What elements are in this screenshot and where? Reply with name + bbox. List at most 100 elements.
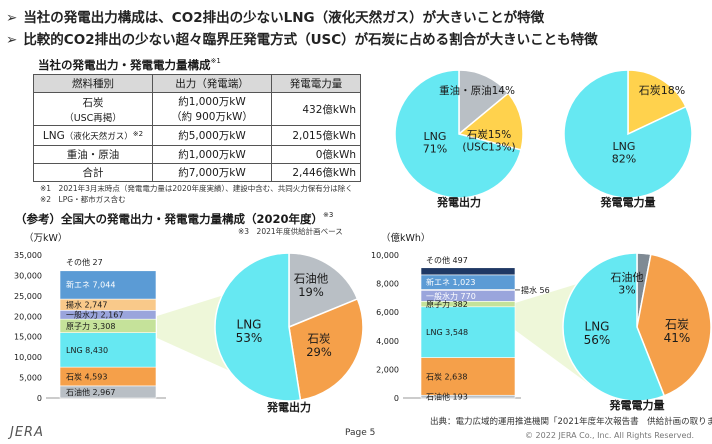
y-tick-label: 10,000	[371, 251, 399, 260]
company-energy-pie: 石炭18% LNG 82% 発電電力量	[563, 69, 693, 209]
pie-label: LNG 82%	[612, 140, 636, 166]
y-tick-label: 35,000	[14, 251, 42, 260]
fuel-table: 燃料種別 出力（発電端） 発電電力量 石炭 （USC再掲） 約1,000万kW （約…	[33, 74, 361, 182]
pie-title: 発電出力	[266, 400, 311, 414]
pie-label: LNG 53%	[236, 317, 263, 345]
pie-slice-LNG	[214, 252, 302, 402]
bar-label: 新エネ 7,044	[66, 280, 115, 290]
pie-slice-重油・原油	[458, 69, 510, 136]
table-note-1: ※1 2021年3月末時点（発電電力量は2020年度実績）、建設中含む、共同火力…	[40, 184, 353, 193]
pie-slice-LNG	[394, 69, 522, 199]
y-tick-label: 25,000	[14, 292, 42, 301]
pie-label: 重油・原油14%	[439, 84, 515, 97]
table-row: 合計 約7,000万kW 2,446億kWh	[33, 163, 361, 182]
y-tick-label: 0	[394, 394, 399, 403]
y-tick-label: 5,000	[19, 374, 42, 383]
pie-slice-石炭	[636, 253, 712, 397]
y-tick-label: 8,000	[376, 280, 399, 289]
national-energy-bar: 0 2,000 4,000 6,000 8,000 10,000 （億kWh） 石油他 193…	[371, 232, 550, 403]
bar-segment-石炭	[420, 357, 516, 396]
fuel-cell: 合計	[33, 163, 153, 182]
arrow-icon: ➢	[6, 32, 18, 48]
y-tick-label: 30,000	[14, 271, 42, 280]
pie-slice-石炭	[627, 69, 687, 136]
bar-label: LNG 8,430	[66, 346, 108, 355]
bar-label: 新エネ 1,023	[426, 277, 475, 287]
bar-label: 揚水 56	[521, 285, 550, 295]
bar-segment-その他	[59, 269, 157, 272]
bar-label: その他 497	[426, 255, 468, 265]
y-tick-label: 20,000	[14, 312, 42, 321]
y-tick-label: 10,000	[14, 353, 42, 362]
table-row: LNG（液化天然ガス）※2 約5,000万kW 2,015億kWh	[33, 125, 361, 146]
bar-label: 揚水 2,747	[66, 300, 107, 310]
pie-slice-石炭	[288, 297, 364, 401]
bullet-1: ➢ 当社の発電出力構成は、CO2排出の少ないLNG（液化天然ガス）が大きいことが特…	[6, 6, 544, 26]
pie-label: 石油他 3%	[611, 270, 644, 297]
y-tick-label: 4,000	[376, 337, 399, 346]
pie-slice-石炭	[457, 92, 524, 151]
energy-cell: 0億kWh	[271, 145, 361, 164]
bar-segment-その他	[420, 267, 516, 276]
national-output-bar: 0 5,000 10,000 15,000 20,000 25,000 30,000 35,0…	[14, 232, 166, 403]
company-output-pie: 重油・原油14% 石炭15% (USC13%) LNG 71% 発電出力	[394, 69, 524, 209]
pie-title: 発電出力	[436, 195, 481, 209]
table-header: 発電電力量	[271, 74, 361, 93]
bar-label: 原子力 382	[426, 299, 468, 309]
bar-segment-LNG	[59, 332, 157, 368]
table-row: 重油・原油 約1,000万kW 0億kWh	[33, 145, 361, 164]
national-note: ※3 2021年度供給計画ベース	[238, 227, 343, 236]
y-tick-label: 2,000	[376, 365, 399, 374]
bar-label: その他 27	[66, 257, 103, 267]
fuel-cell: 石炭 （USC再掲）	[33, 92, 153, 126]
output-cell: 約5,000万kW	[152, 125, 272, 146]
y-tick-label: 15,000	[14, 333, 42, 342]
energy-cell: 2,015億kWh	[271, 125, 361, 146]
bar-label: 石油他 2,967	[66, 387, 115, 397]
company-section-title: 当社の発電出力・発電電力量構成※1	[38, 57, 221, 72]
jera-logo: JERA	[10, 425, 44, 440]
energy-cell: 2,446億kWh	[271, 163, 361, 182]
pie-label: 石炭 41%	[664, 317, 691, 345]
pie-title: 発電電力量	[609, 398, 665, 412]
bullet-2-text: 比較的CO2排出の少ない超々臨界圧発電方式（USC）が石炭に占める割合が大きいこ…	[23, 32, 598, 48]
table-note-2: ※2 LPG・都市ガス含む	[40, 195, 126, 204]
national-section-title: （参考）全国大の発電出力・発電電力量構成（2020年度）※3	[15, 211, 334, 226]
energy-cell: 432億kWh	[271, 92, 361, 126]
pie-title: 発電電力量	[600, 195, 656, 209]
bar-segment-新エネ	[59, 269, 157, 300]
bar-label: 一般水力 770	[426, 291, 476, 301]
bar-label: LNG 3,548	[426, 328, 468, 337]
y-axis-label: （億kWh）	[381, 232, 430, 244]
arrow-icon: ➢	[6, 10, 18, 26]
copyright: © 2022 JERA Co., Inc. All Rights Reserve…	[525, 431, 695, 440]
pie-label: 石炭18%	[639, 84, 685, 97]
national-output-pie: 石油他 19% 石炭 29% LNG 53% 発電出力	[214, 252, 364, 414]
bar-label: 原子力 3,308	[66, 321, 115, 331]
y-axis-label: （万kW）	[24, 232, 67, 244]
bar-label: 一般水力 2,167	[66, 310, 123, 320]
table-header: 出力（発電端）	[152, 74, 272, 93]
pie-label: 石炭15% (USC13%)	[462, 129, 515, 153]
output-cell: 約7,000万kW	[152, 163, 272, 182]
output-cell: 約1,000万kW	[152, 145, 272, 164]
source-text: 出典：電力広域的運用推進機関「2021年度年次報告書 供給計画の取りまとめ」	[430, 417, 712, 427]
output-cell: 約1,000万kW （約 900万kW）	[152, 92, 272, 126]
pie-slice-LNG	[562, 252, 666, 402]
pie-slice-LNG	[563, 69, 693, 199]
bar-label: 石油他 193	[426, 392, 468, 402]
bullet-2: ➢ 比較的CO2排出の少ない超々臨界圧発電方式（USC）が石炭に占める割合が大きい…	[6, 28, 598, 48]
table-row: 石炭 （USC再掲） 約1,000万kW （約 900万kW） 432億kWh	[33, 92, 361, 126]
page-number: Page 5	[345, 428, 376, 438]
bar-label: 石炭 2,638	[426, 372, 467, 381]
pie-label: LNG 56%	[584, 319, 611, 347]
pie-label: LNG 71%	[423, 130, 447, 156]
pie-slice-石油他	[288, 252, 359, 329]
pie-label: 石炭 29%	[306, 332, 332, 359]
national-energy-pie: 石油他 3% 石炭 41% LNG 56% 発電電力量	[562, 252, 712, 412]
bar-label: 石炭 4,593	[66, 372, 107, 381]
y-tick-label: 0	[37, 394, 42, 403]
pie-label: 石油他 19%	[294, 272, 329, 299]
y-tick-label: 6,000	[376, 308, 399, 317]
